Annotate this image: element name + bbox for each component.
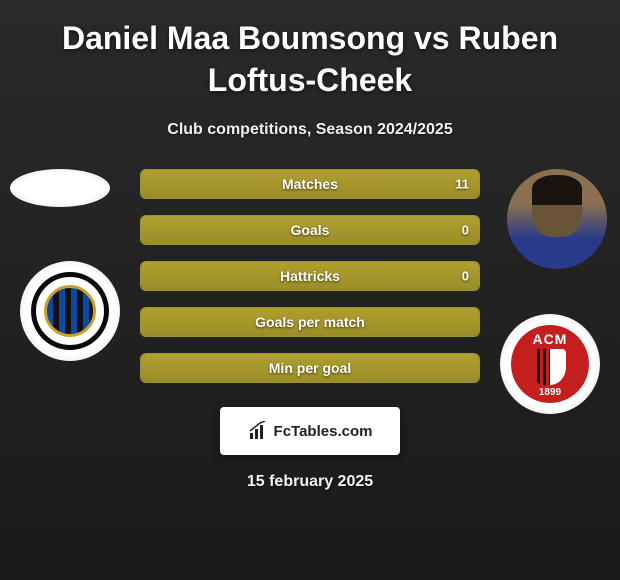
stat-bar-value-right: 0 xyxy=(462,223,469,238)
stat-bar-value-right: 11 xyxy=(455,177,469,192)
stat-bar-label: Min per goal xyxy=(269,360,351,376)
chart-icon xyxy=(248,421,268,441)
stat-bar-row: Goals per match xyxy=(140,307,480,337)
brand-badge: FcTables.com xyxy=(220,407,400,455)
stat-bar-row: Goals 0 xyxy=(140,215,480,245)
stat-bar-label: Matches xyxy=(282,176,338,192)
club-right-logo: ACM 1899 xyxy=(500,314,600,414)
stat-bar-label: Hattricks xyxy=(280,268,340,284)
stat-bars: Matches 11 Goals 0 Hattricks 0 Goals per match… xyxy=(140,169,480,383)
player-right-photo xyxy=(507,169,607,269)
club-right-abbr: ACM xyxy=(533,331,568,347)
stat-bar-row: Hattricks 0 xyxy=(140,261,480,291)
stat-bar-row: Min per goal xyxy=(140,353,480,383)
stat-bar-row: Matches 11 xyxy=(140,169,480,199)
brand-text: FcTables.com xyxy=(274,423,373,440)
season-subtitle: Club competitions, Season 2024/2025 xyxy=(0,121,620,139)
club-right-year: 1899 xyxy=(539,387,561,398)
comparison-title: Daniel Maa Boumsong vs Ruben Loftus-Chee… xyxy=(0,0,620,109)
club-left-logo xyxy=(20,261,120,361)
snapshot-date: 15 february 2025 xyxy=(0,473,620,491)
stat-bar-label: Goals per match xyxy=(255,314,365,330)
stat-bar-value-right: 0 xyxy=(462,269,469,284)
player-left-photo xyxy=(10,169,110,207)
comparison-content: ACM 1899 Matches11Goals0Hattricks0Goals … xyxy=(0,169,620,491)
stat-bar-label: Goals xyxy=(291,222,330,238)
